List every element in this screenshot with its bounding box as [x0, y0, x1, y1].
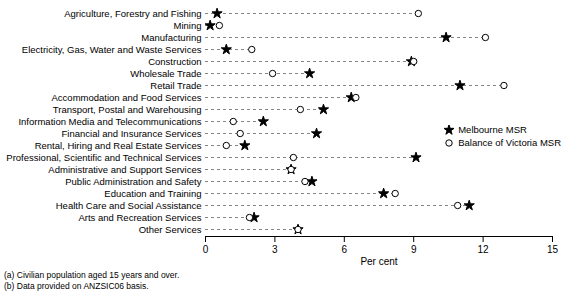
- svg-text:Mining: Mining: [174, 20, 202, 31]
- html-text:Balance of Victoria MSR: Balance of Victoria MSR: [458, 137, 561, 148]
- svg-text:Accommodation and Food Service: Accommodation and Food Services: [52, 92, 202, 103]
- svg-text:Public Administration and Safe: Public Administration and Safety: [65, 176, 201, 187]
- svg-text:12: 12: [478, 244, 490, 255]
- html-text:(b) Data provided on ANZSIC06: (b) Data provided on ANZSIC06 basis.: [4, 281, 149, 291]
- svg-text:Administrative and Support Ser: Administrative and Support Services: [48, 164, 201, 175]
- svg-text:Rental, Hiring and Real Estate: Rental, Hiring and Real Estate Services: [35, 140, 202, 151]
- svg-text:Education and Training: Education and Training: [104, 188, 201, 199]
- html-text:Melbourne MSR: Melbourne MSR: [458, 124, 527, 135]
- svg-text:Professional, Scientific and T: Professional, Scientific and Technical S…: [6, 152, 201, 163]
- svg-text:Construction: Construction: [148, 56, 201, 67]
- svg-text:Retail Trade: Retail Trade: [150, 80, 201, 91]
- svg-text:15: 15: [547, 244, 559, 255]
- svg-text:Electricity, Gas, Water and Wa: Electricity, Gas, Water and Waste Servic…: [22, 44, 202, 55]
- svg-text:Financial and Insurance Servic: Financial and Insurance Services: [62, 128, 202, 139]
- svg-text:0: 0: [203, 244, 209, 255]
- html-text:(a) Civilian population aged 1: (a) Civilian population aged 15 years an…: [4, 270, 180, 280]
- svg-text:9: 9: [411, 244, 417, 255]
- svg-text:Information Media and Telecomm: Information Media and Telecommunications: [18, 116, 201, 127]
- svg-text:3: 3: [272, 244, 278, 255]
- svg-text:Transport, Postal and Warehous: Transport, Postal and Warehousing: [53, 104, 202, 115]
- svg-text:Arts and Recreation Services: Arts and Recreation Services: [78, 212, 201, 223]
- svg-text:Agriculture, Forestry and Fish: Agriculture, Forestry and Fishing: [64, 8, 201, 19]
- svg-text:Wholesale Trade: Wholesale Trade: [130, 68, 201, 79]
- svg-text:Per cent: Per cent: [360, 256, 397, 267]
- svg-text:Manufacturing: Manufacturing: [141, 32, 201, 43]
- svg-text:Other Services: Other Services: [139, 224, 202, 235]
- svg-text:Health Care and Social Assista: Health Care and Social Assistance: [56, 200, 202, 211]
- svg-text:6: 6: [342, 244, 348, 255]
